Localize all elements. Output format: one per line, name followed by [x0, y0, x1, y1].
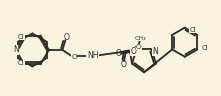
Text: O: O	[131, 47, 137, 56]
Text: N: N	[152, 47, 158, 56]
Text: Cl: Cl	[18, 60, 25, 66]
Text: O: O	[115, 49, 121, 58]
Text: O: O	[136, 44, 142, 50]
Text: O: O	[71, 54, 77, 60]
Text: NH: NH	[87, 51, 98, 60]
Text: O: O	[121, 60, 127, 70]
Text: Cl: Cl	[18, 34, 25, 40]
Text: N: N	[13, 45, 19, 54]
Text: O: O	[63, 33, 69, 42]
Text: CH₃: CH₃	[135, 36, 147, 41]
Text: Cl: Cl	[189, 27, 196, 33]
Text: Cl: Cl	[202, 45, 209, 50]
